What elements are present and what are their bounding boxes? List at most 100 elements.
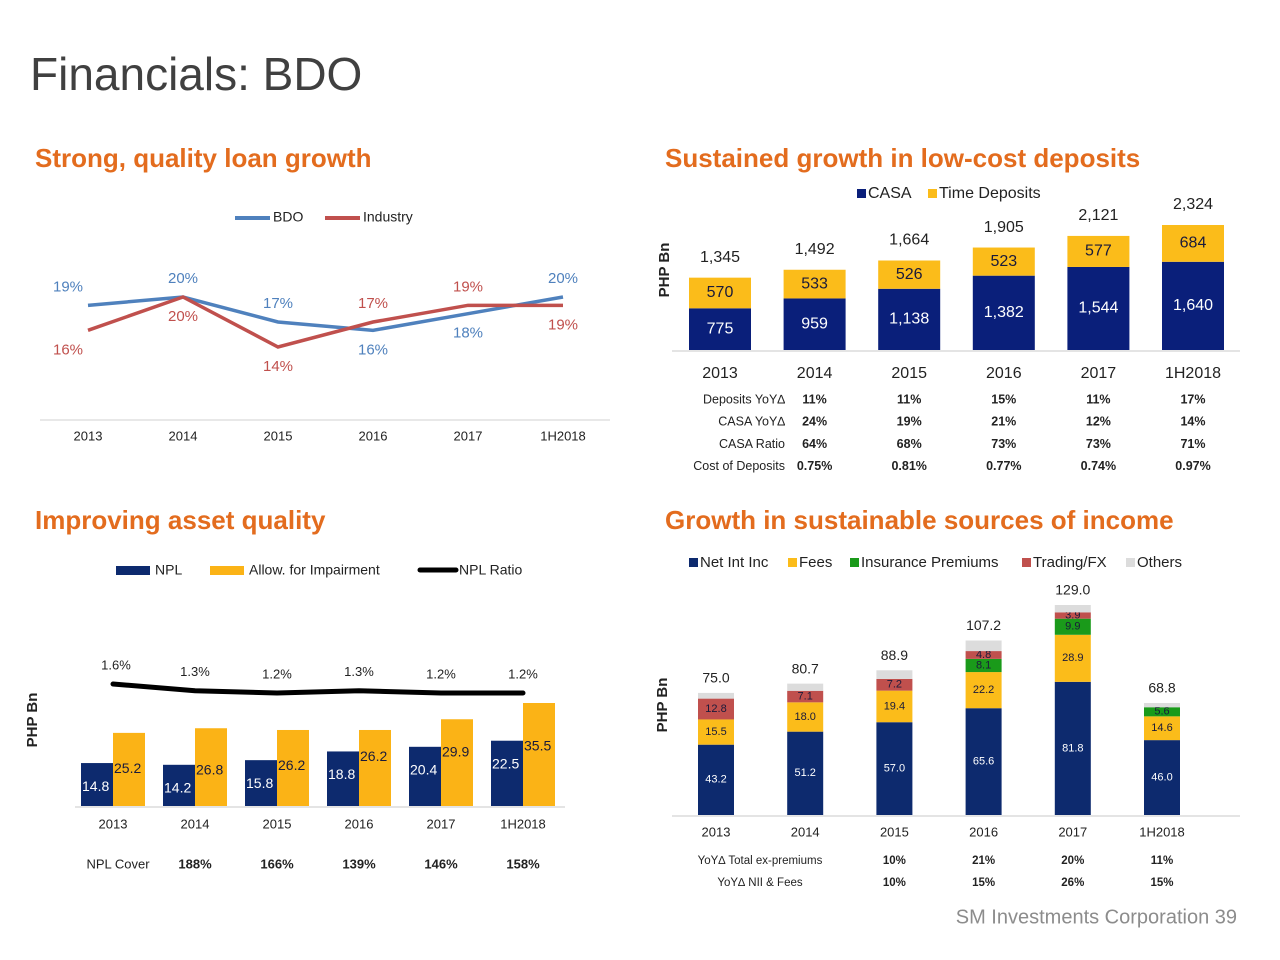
row-label: CASA YoY∆ [718, 415, 785, 429]
bar-segment [965, 708, 1002, 815]
legend-swatch [857, 189, 866, 198]
total-label: 2,324 [1173, 196, 1213, 213]
bar-segment [876, 722, 913, 815]
table-cell: 166% [260, 856, 294, 871]
bar [409, 746, 441, 806]
x-tick-label: 2016 [359, 428, 388, 443]
total-label: 68.8 [1148, 680, 1175, 696]
data-label: 3.9 [1065, 609, 1080, 621]
bar-segment [965, 672, 1002, 709]
table-cell: 146% [424, 856, 458, 871]
table-cell: 0.81% [891, 459, 926, 473]
data-label: 16% [358, 341, 388, 358]
line-series [110, 681, 526, 696]
data-label: 14.2 [164, 780, 191, 796]
bar-segment [972, 275, 1035, 350]
x-tick-label: 2014 [797, 365, 833, 382]
table-cell: 12% [1086, 415, 1111, 429]
bar-segment [1162, 225, 1224, 262]
legend-label: Net Int Inc [700, 554, 769, 571]
data-label: 533 [801, 275, 828, 292]
data-label: 14.6 [1151, 722, 1172, 734]
table-cell: 15% [1150, 877, 1173, 889]
x-tick-label: 1H2018 [1139, 824, 1185, 839]
data-label: 5.6 [1154, 706, 1169, 718]
bar-segment [787, 731, 824, 815]
data-label: 7.2 [887, 679, 902, 691]
table-cell: 11% [1086, 392, 1110, 406]
data-label: 775 [707, 320, 734, 337]
table-cell: 14% [1180, 415, 1205, 429]
legend-label: CASA [868, 185, 912, 202]
table-cell: 139% [342, 856, 376, 871]
bar [113, 732, 145, 806]
legend-swatch [928, 189, 937, 198]
bar-segment [1067, 266, 1130, 350]
data-label: 14.8 [82, 778, 109, 794]
table-cell: 73% [991, 437, 1016, 451]
table-cell: 21% [972, 855, 995, 867]
data-label: 19% [548, 316, 578, 333]
data-label: 18.0 [794, 711, 815, 723]
table-cell: 11% [802, 392, 826, 406]
data-label: 26.2 [278, 757, 305, 773]
data-label: 1.2% [426, 666, 456, 681]
bar-segment [876, 690, 913, 723]
data-label: 1.6% [101, 657, 131, 672]
data-label: 9.9 [1065, 621, 1080, 633]
data-label: 26.8 [196, 762, 223, 778]
bar-segment [1054, 612, 1091, 619]
x-tick-label: 2015 [264, 428, 293, 443]
bar-segment [972, 247, 1035, 276]
data-label: 577 [1085, 243, 1112, 260]
bar-segment [783, 269, 846, 299]
x-tick-label: 2017 [1081, 365, 1117, 382]
x-tick-label: 2016 [986, 365, 1022, 382]
table-cell: 11% [1151, 855, 1173, 867]
x-tick-label: 2013 [702, 824, 731, 839]
data-label: 1.2% [508, 666, 538, 681]
data-label: 20% [548, 270, 578, 287]
bar-segment [1162, 261, 1224, 350]
data-label: 8.1 [976, 659, 991, 671]
table-cell: 10% [883, 877, 906, 889]
bar-segment [878, 288, 941, 350]
total-label: 80.7 [792, 660, 819, 676]
data-label: 1,382 [984, 304, 1024, 321]
total-label: 2,121 [1078, 207, 1118, 224]
x-tick-label: 2014 [791, 824, 820, 839]
bar-segment [1144, 740, 1180, 815]
x-tick-label: 2017 [454, 428, 483, 443]
section-title: Growth in sustainable sources of income [665, 505, 1174, 535]
section-title: Sustained growth in low-cost deposits [665, 143, 1140, 173]
bar-segment [698, 692, 734, 699]
table-cell: 15% [991, 392, 1016, 406]
table-cell: 68% [897, 437, 922, 451]
bar-segment [1054, 681, 1091, 815]
x-tick-label: 1H2018 [500, 816, 546, 831]
data-label: 17% [263, 295, 293, 312]
x-tick-label: 2016 [969, 824, 998, 839]
data-label: 22.5 [492, 755, 519, 771]
page-title: Financials: BDO [30, 48, 362, 100]
bar-segment [1144, 703, 1180, 708]
bar-segment [965, 640, 1002, 652]
data-label: 51.2 [794, 767, 815, 779]
footer: SM Investments Corporation 39 [956, 906, 1237, 928]
legend-swatch [689, 558, 698, 567]
bar [491, 740, 523, 806]
legend-label: Time Deposits [939, 185, 1041, 202]
line-series [87, 295, 564, 333]
data-label: 65.6 [973, 756, 994, 768]
total-label: 1,492 [795, 241, 835, 258]
data-label: 43.2 [705, 774, 726, 786]
x-tick-label: 1H2018 [1165, 365, 1221, 382]
data-label: 959 [801, 315, 828, 332]
row-label: NPL Cover [86, 856, 150, 871]
data-label: 29.9 [442, 744, 469, 760]
legend-label: Fees [799, 554, 832, 571]
x-tick-label: 2014 [181, 816, 210, 831]
section-title: Strong, quality loan growth [35, 143, 372, 173]
bar-segment [689, 308, 751, 350]
